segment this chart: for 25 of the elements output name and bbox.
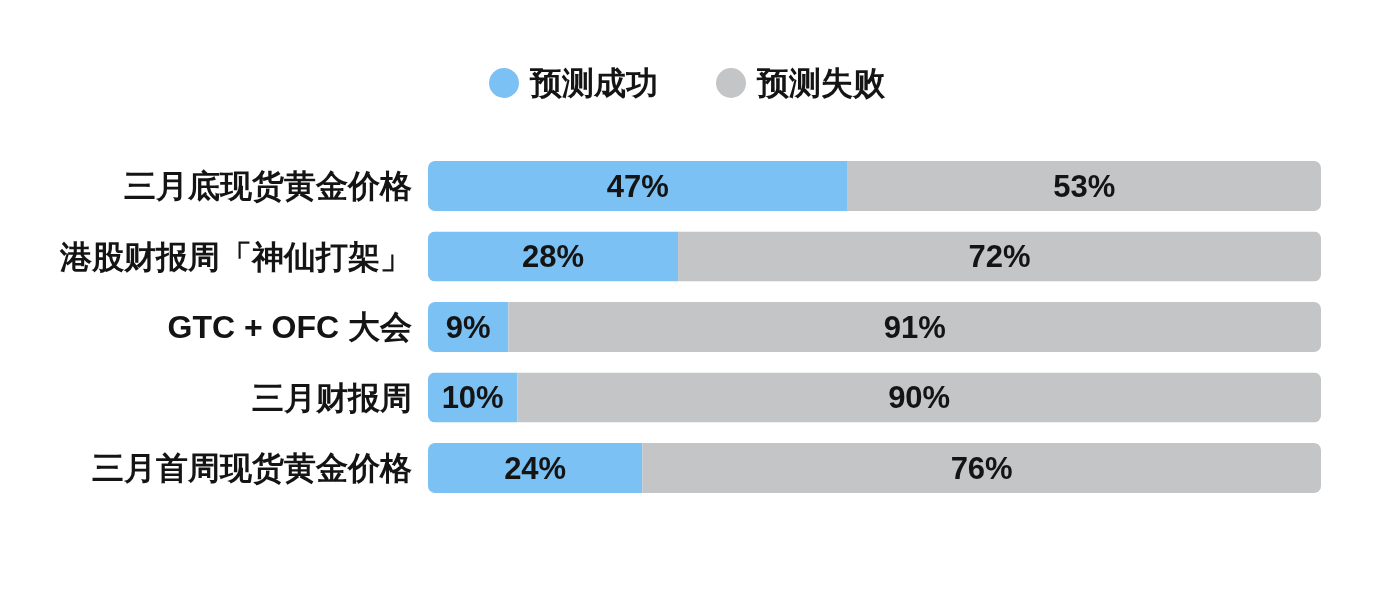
data-label: 47%: [606, 168, 669, 204]
bar: [508, 301, 1321, 353]
bar: [428, 231, 679, 282]
data-label: 53%: [1053, 168, 1116, 204]
y-tick-label: 港股财报周「神仙打架」: [59, 238, 412, 275]
y-tick-label: 三月财报周: [252, 379, 412, 416]
y-tick-label: 三月底现货黄金价格: [124, 168, 412, 204]
bar: [517, 372, 1321, 423]
legend-label: 预测失败: [756, 65, 886, 101]
data-label: 91%: [883, 309, 946, 345]
data-label: 90%: [888, 380, 951, 415]
legend-label: 预测成功: [529, 65, 658, 101]
bar: [678, 231, 1321, 282]
bar: [847, 160, 1321, 212]
y-tick-label: 三月首周现货黄金价格: [92, 450, 412, 486]
bar: [428, 442, 643, 494]
bar: [428, 160, 848, 212]
bar: [642, 442, 1321, 494]
data-label: 28%: [522, 239, 585, 274]
data-label: 24%: [504, 450, 567, 486]
data-label: 72%: [968, 239, 1031, 274]
data-label: 76%: [950, 450, 1013, 486]
data-label: 10%: [441, 380, 504, 415]
y-tick-label: GTC + OFC 大会: [167, 309, 412, 345]
data-label: 9%: [445, 309, 491, 345]
